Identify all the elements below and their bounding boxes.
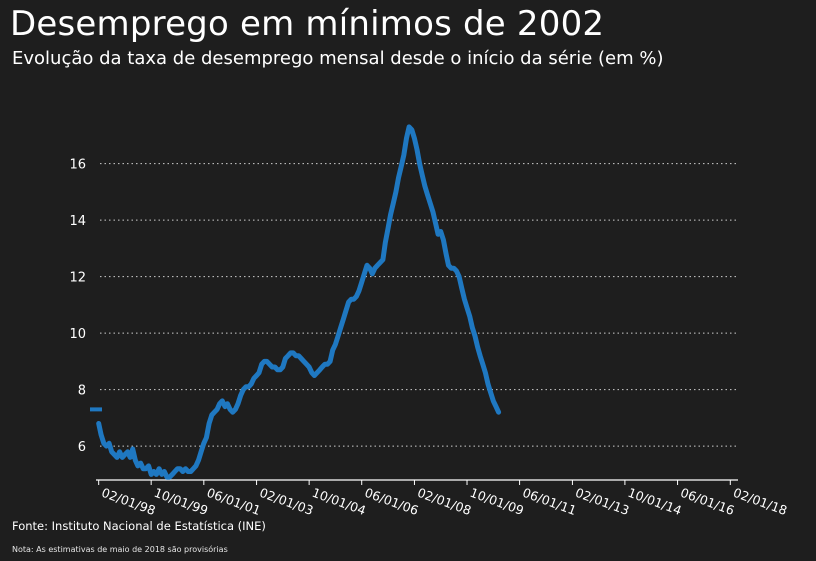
x-tick-label: 10/01/09 bbox=[468, 485, 526, 518]
series-line-0 bbox=[96, 124, 502, 480]
chart-subtitle: Evolução da taxa de desemprego mensal de… bbox=[12, 48, 664, 69]
x-tick-label: 06/01/01 bbox=[205, 485, 263, 518]
x-tick-label: 06/01/11 bbox=[521, 485, 579, 518]
x-tick-label: 02/01/18 bbox=[731, 485, 789, 518]
x-tick-label: 02/01/13 bbox=[573, 485, 631, 518]
source-note: Fonte: Instituto Nacional de Estatística… bbox=[12, 519, 266, 533]
gridlines bbox=[100, 163, 738, 447]
x-axis: 02/01/9810/01/9906/01/0102/01/0310/01/04… bbox=[96, 479, 789, 518]
x-tick-label: 06/01/16 bbox=[679, 485, 737, 518]
y-axis-tick-labels: 6 8 10 12 14 16 bbox=[69, 158, 86, 455]
x-tick-label: 06/01/06 bbox=[363, 485, 421, 518]
y-tick-label: 14 bbox=[69, 214, 86, 229]
x-tick-label: 10/01/14 bbox=[626, 485, 684, 518]
x-tick-label: 10/01/99 bbox=[152, 485, 210, 518]
y-tick-label: 10 bbox=[69, 327, 86, 342]
x-tick-label: 10/01/04 bbox=[310, 485, 368, 518]
footnote: Nota: As estimativas de maio de 2018 são… bbox=[12, 545, 228, 554]
y-tick-label: 16 bbox=[69, 158, 86, 173]
x-tick-label: 02/01/98 bbox=[100, 485, 158, 518]
x-tick-label: 02/01/03 bbox=[258, 485, 316, 518]
series-layer bbox=[90, 124, 502, 480]
y-tick-label: 12 bbox=[69, 271, 86, 286]
x-tick-label: 02/01/08 bbox=[415, 485, 473, 518]
chart-title: Desemprego em mínimos de 2002 bbox=[10, 4, 605, 44]
y-tick-label: 8 bbox=[78, 384, 86, 399]
y-tick-label: 6 bbox=[78, 440, 86, 455]
